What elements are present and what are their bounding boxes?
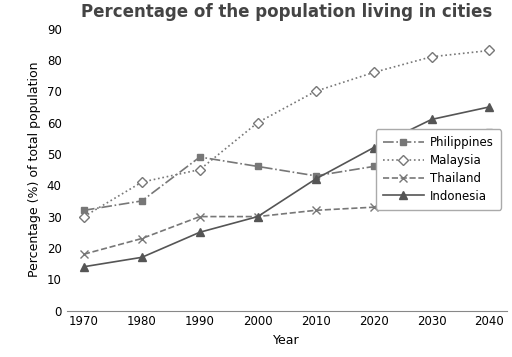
- Line: Indonesia: Indonesia: [80, 103, 494, 271]
- Legend: Philippines, Malaysia, Thailand, Indonesia: Philippines, Malaysia, Thailand, Indones…: [376, 129, 501, 210]
- Malaysia: [371, 70, 377, 75]
- Title: Percentage of the population living in cities: Percentage of the population living in c…: [81, 4, 493, 21]
- Line: Malaysia: Malaysia: [80, 47, 493, 220]
- Indonesia: [313, 177, 319, 181]
- X-axis label: Year: Year: [273, 334, 300, 347]
- Indonesia: [429, 117, 435, 122]
- Indonesia: [197, 230, 203, 235]
- Thailand: [197, 215, 203, 219]
- Malaysia: [81, 215, 87, 219]
- Thailand: [254, 215, 261, 219]
- Philippines: [371, 164, 377, 169]
- Philippines: [486, 130, 493, 134]
- Malaysia: [139, 180, 145, 184]
- Indonesia: [139, 255, 145, 260]
- Thailand: [81, 252, 87, 256]
- Y-axis label: Percentage (%) of total population: Percentage (%) of total population: [28, 62, 41, 277]
- Philippines: [429, 149, 435, 153]
- Malaysia: [254, 120, 261, 125]
- Malaysia: [313, 89, 319, 94]
- Indonesia: [486, 105, 493, 109]
- Philippines: [81, 208, 87, 212]
- Thailand: [313, 208, 319, 212]
- Philippines: [139, 199, 145, 203]
- Philippines: [254, 164, 261, 169]
- Philippines: [197, 155, 203, 159]
- Indonesia: [254, 215, 261, 219]
- Line: Thailand: Thailand: [80, 150, 494, 258]
- Malaysia: [429, 55, 435, 59]
- Malaysia: [197, 167, 203, 172]
- Line: Philippines: Philippines: [80, 129, 493, 214]
- Indonesia: [371, 146, 377, 150]
- Thailand: [371, 205, 377, 209]
- Thailand: [139, 236, 145, 241]
- Indonesia: [81, 265, 87, 269]
- Thailand: [486, 152, 493, 156]
- Philippines: [313, 174, 319, 178]
- Malaysia: [486, 48, 493, 52]
- Thailand: [429, 183, 435, 187]
